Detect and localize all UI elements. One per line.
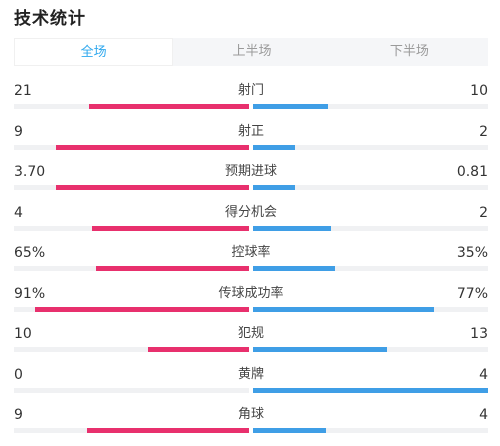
tab-full-match[interactable]: 全场 — [14, 38, 174, 66]
home-value: 0 — [14, 366, 23, 383]
away-bar-track — [253, 104, 488, 109]
away-bar — [253, 185, 296, 190]
stat-label: 黄牌 — [237, 366, 264, 382]
stat-row: 21 射门 10 — [14, 82, 488, 122]
stat-row: 3.70 预期进球 0.81 — [14, 163, 488, 203]
home-bar-track — [14, 225, 249, 231]
home-bar-track — [14, 185, 249, 190]
home-bar-track — [14, 306, 249, 312]
away-bar-track — [253, 306, 488, 312]
home-value: 9 — [14, 407, 23, 423]
stat-label: 犯规 — [237, 326, 264, 341]
tab-first-half[interactable]: 上半场 — [232, 44, 272, 59]
away-value: 13 — [470, 326, 488, 342]
home-bar — [89, 104, 249, 109]
home-bar-track — [14, 428, 249, 433]
stat-label: 角球 — [237, 407, 264, 422]
away-value: 10 — [470, 83, 488, 99]
away-value: 2 — [479, 123, 488, 140]
away-bar-track — [253, 428, 488, 433]
away-bar-track — [253, 347, 488, 352]
home-value: 21 — [14, 83, 32, 99]
stat-row: 65% 控球率 35% — [14, 244, 488, 284]
page-title: 技术统计 — [14, 9, 86, 29]
stat-row: 10 犯规 13 — [14, 325, 488, 365]
away-bar — [253, 347, 387, 352]
home-bar — [86, 428, 249, 433]
stat-label: 预期进球 — [224, 164, 277, 179]
home-bar-track — [14, 387, 249, 393]
away-value: 4 — [479, 407, 488, 423]
stat-label: 得分机会 — [224, 204, 277, 220]
away-bar — [253, 428, 326, 433]
away-bar — [253, 144, 296, 150]
home-bar — [91, 225, 249, 231]
home-value: 9 — [14, 123, 23, 140]
away-value: 35% — [456, 245, 488, 261]
home-bar — [56, 144, 249, 150]
away-bar — [253, 266, 336, 271]
home-value: 10 — [14, 326, 32, 342]
tab-second-half[interactable]: 下半场 — [389, 44, 429, 59]
stat-label: 射正 — [237, 123, 264, 139]
home-bar — [147, 347, 249, 352]
away-bar-track — [253, 185, 488, 190]
home-value: 65% — [14, 245, 46, 261]
stat-label: 传球成功率 — [218, 285, 284, 301]
away-bar-track — [253, 387, 488, 393]
away-bar — [253, 306, 434, 312]
home-bar — [96, 266, 249, 271]
away-bar — [253, 387, 488, 393]
away-bar — [253, 225, 331, 231]
home-bar-track — [14, 104, 249, 109]
stat-row: 0 黄牌 4 — [14, 366, 488, 406]
stat-row: 9 射正 2 — [14, 123, 488, 163]
home-bar — [35, 306, 249, 312]
away-bar — [253, 104, 329, 109]
home-value: 3.70 — [14, 164, 46, 180]
away-value: 2 — [479, 204, 488, 221]
away-value: 0.81 — [456, 164, 488, 180]
home-bar-track — [14, 266, 249, 271]
stat-row: 91% 传球成功率 77% — [14, 285, 488, 325]
home-value: 91% — [14, 285, 46, 302]
stat-label: 控球率 — [231, 245, 271, 260]
away-value: 4 — [479, 366, 488, 383]
stat-label: 射门 — [237, 83, 264, 98]
home-bar-track — [14, 144, 249, 150]
away-bar-track — [253, 225, 488, 231]
stat-row: 9 角球 4 — [14, 406, 488, 446]
away-bar-track — [253, 266, 488, 271]
away-bar-track — [253, 144, 488, 150]
away-value: 77% — [456, 285, 488, 302]
home-value: 4 — [14, 204, 23, 221]
home-bar — [56, 185, 249, 190]
stat-row: 4 得分机会 2 — [14, 204, 488, 244]
home-bar-track — [14, 347, 249, 352]
period-tabs: 全场 上半场 下半场 — [14, 38, 488, 66]
